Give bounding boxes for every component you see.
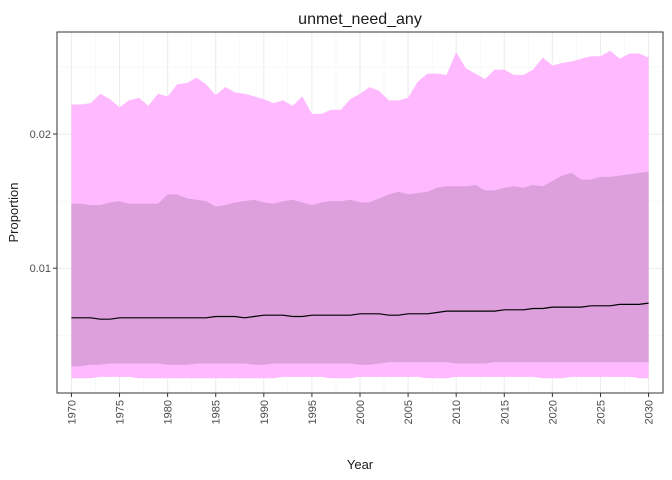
x-tick-label: 2000 [355,400,367,424]
y-tick-label: 0.02 [30,129,51,141]
median-line [71,302,649,320]
x-axis: 1970 1975 1980 1985 1990 1995 2000 2005 2010 2015… [66,393,656,424]
x-tick-label: 1975 [115,400,127,424]
x-tick-label: 2030 [644,400,656,424]
x-axis-title: Year [347,457,374,472]
inner-band-area [71,171,649,367]
y-axis-title: Proportion [6,183,21,243]
plot-panel [56,31,664,394]
x-tick-label: 1980 [163,400,175,424]
x-tick-label: 2020 [547,400,559,424]
x-tick-label: 2025 [595,400,607,424]
chart-title: unmet_need_any [298,11,422,28]
x-tick-label: 1970 [66,400,78,424]
x-tick-label: 1985 [211,400,223,424]
y-tick-label: 0.01 [30,263,51,275]
x-tick-label: 2005 [403,400,415,424]
x-tick-label: 1995 [307,400,319,424]
x-tick-label: 1990 [259,400,271,424]
y-axis: 0.01 0.02 [30,129,57,275]
x-tick-label: 2015 [499,400,511,424]
x-tick-label: 2010 [451,400,463,424]
